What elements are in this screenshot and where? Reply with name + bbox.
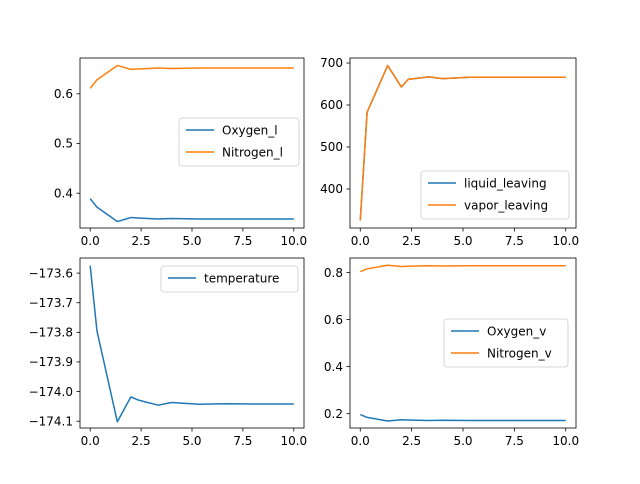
series-line-oxygen-v xyxy=(359,413,566,422)
series-line-oxygen-l xyxy=(89,198,294,223)
x-tick-label: 5.0 xyxy=(453,234,472,248)
x-tick-label: 0.0 xyxy=(81,234,100,248)
y-tick-label: 400 xyxy=(320,182,343,196)
legend: Oxygen_l Nitrogen_l xyxy=(178,117,300,167)
legend: temperature xyxy=(160,265,299,293)
legend-label: Oxygen_l xyxy=(222,124,278,138)
y-tick-label: 500 xyxy=(320,140,343,154)
x-tick-label: 0.0 xyxy=(351,234,370,248)
legend-box xyxy=(420,170,570,220)
x-tick-label: 5.0 xyxy=(182,434,201,448)
x-tick-label: 10.0 xyxy=(280,434,307,448)
series-line-nitrogen-l xyxy=(89,64,294,89)
y-tick-label: 0.6 xyxy=(54,87,73,101)
x-tick-label: 5.0 xyxy=(453,434,472,448)
y-tick-label: −174.1 xyxy=(29,414,73,428)
y-tick-label: −174.0 xyxy=(29,385,73,399)
x-tick-label: 2.5 xyxy=(402,234,421,248)
x-tick-label: 5.0 xyxy=(182,234,201,248)
x-tick-label: 2.5 xyxy=(132,234,151,248)
x-tick-label: 7.5 xyxy=(505,434,524,448)
x-tick-label: 2.5 xyxy=(402,434,421,448)
legend-label: Nitrogen_l xyxy=(222,146,283,160)
series-line-temperature xyxy=(89,265,294,423)
series-line-nitrogen-v xyxy=(359,264,566,273)
subplot-4: 0.0 2.5 5.0 7.5 10.0 0.2 0.4 0.6 0.8 Oxygen_v Nitr… xyxy=(324,257,579,448)
series-line-vapor-leaving xyxy=(359,64,566,221)
y-tick-label: 0.8 xyxy=(324,266,343,280)
y-tick-label: −173.6 xyxy=(29,266,73,280)
legend-label: liquid_leaving xyxy=(464,177,547,191)
legend: liquid_leaving vapor_leaving xyxy=(420,170,570,220)
y-tick-label: 0.6 xyxy=(324,313,343,327)
y-tick-label: 600 xyxy=(320,98,343,112)
legend: Oxygen_v Nitrogen_v xyxy=(443,318,569,368)
legend-label: temperature xyxy=(204,272,279,286)
y-tick-label: 0.4 xyxy=(324,360,343,374)
y-tick-label: −173.7 xyxy=(29,296,73,310)
legend-label: Nitrogen_v xyxy=(487,347,552,361)
legend-label: Oxygen_v xyxy=(487,325,546,339)
legend-box xyxy=(160,265,299,293)
x-tick-label: 7.5 xyxy=(505,234,524,248)
y-tick-label: −173.9 xyxy=(29,355,73,369)
y-tick-label: −173.8 xyxy=(29,326,73,340)
subplot-2: 0.0 2.5 5.0 7.5 10.0 400 500 600 700 liquid_leavi… xyxy=(320,56,579,248)
subplot-1: 0.0 2.5 5.0 7.5 10.0 0.4 0.5 0.6 Oxygen_l Nitroge… xyxy=(54,57,307,248)
x-tick-label: 0.0 xyxy=(81,434,100,448)
x-tick-label: 2.5 xyxy=(132,434,151,448)
y-tick-label: 0.5 xyxy=(54,137,73,151)
x-tick-label: 7.5 xyxy=(233,434,252,448)
y-tick-label: 700 xyxy=(320,56,343,70)
y-tick-label: 0.2 xyxy=(324,407,343,421)
x-tick-label: 10.0 xyxy=(552,434,579,448)
legend-label: vapor_leaving xyxy=(464,199,548,213)
y-tick-label: 0.4 xyxy=(54,186,73,200)
subplot-3: 0.0 2.5 5.0 7.5 10.0 −173.6 −173.7 −173.8 −173.9… xyxy=(29,257,307,448)
x-tick-label: 10.0 xyxy=(552,234,579,248)
x-tick-label: 7.5 xyxy=(233,234,252,248)
x-tick-label: 0.0 xyxy=(351,434,370,448)
x-tick-label: 10.0 xyxy=(280,234,307,248)
